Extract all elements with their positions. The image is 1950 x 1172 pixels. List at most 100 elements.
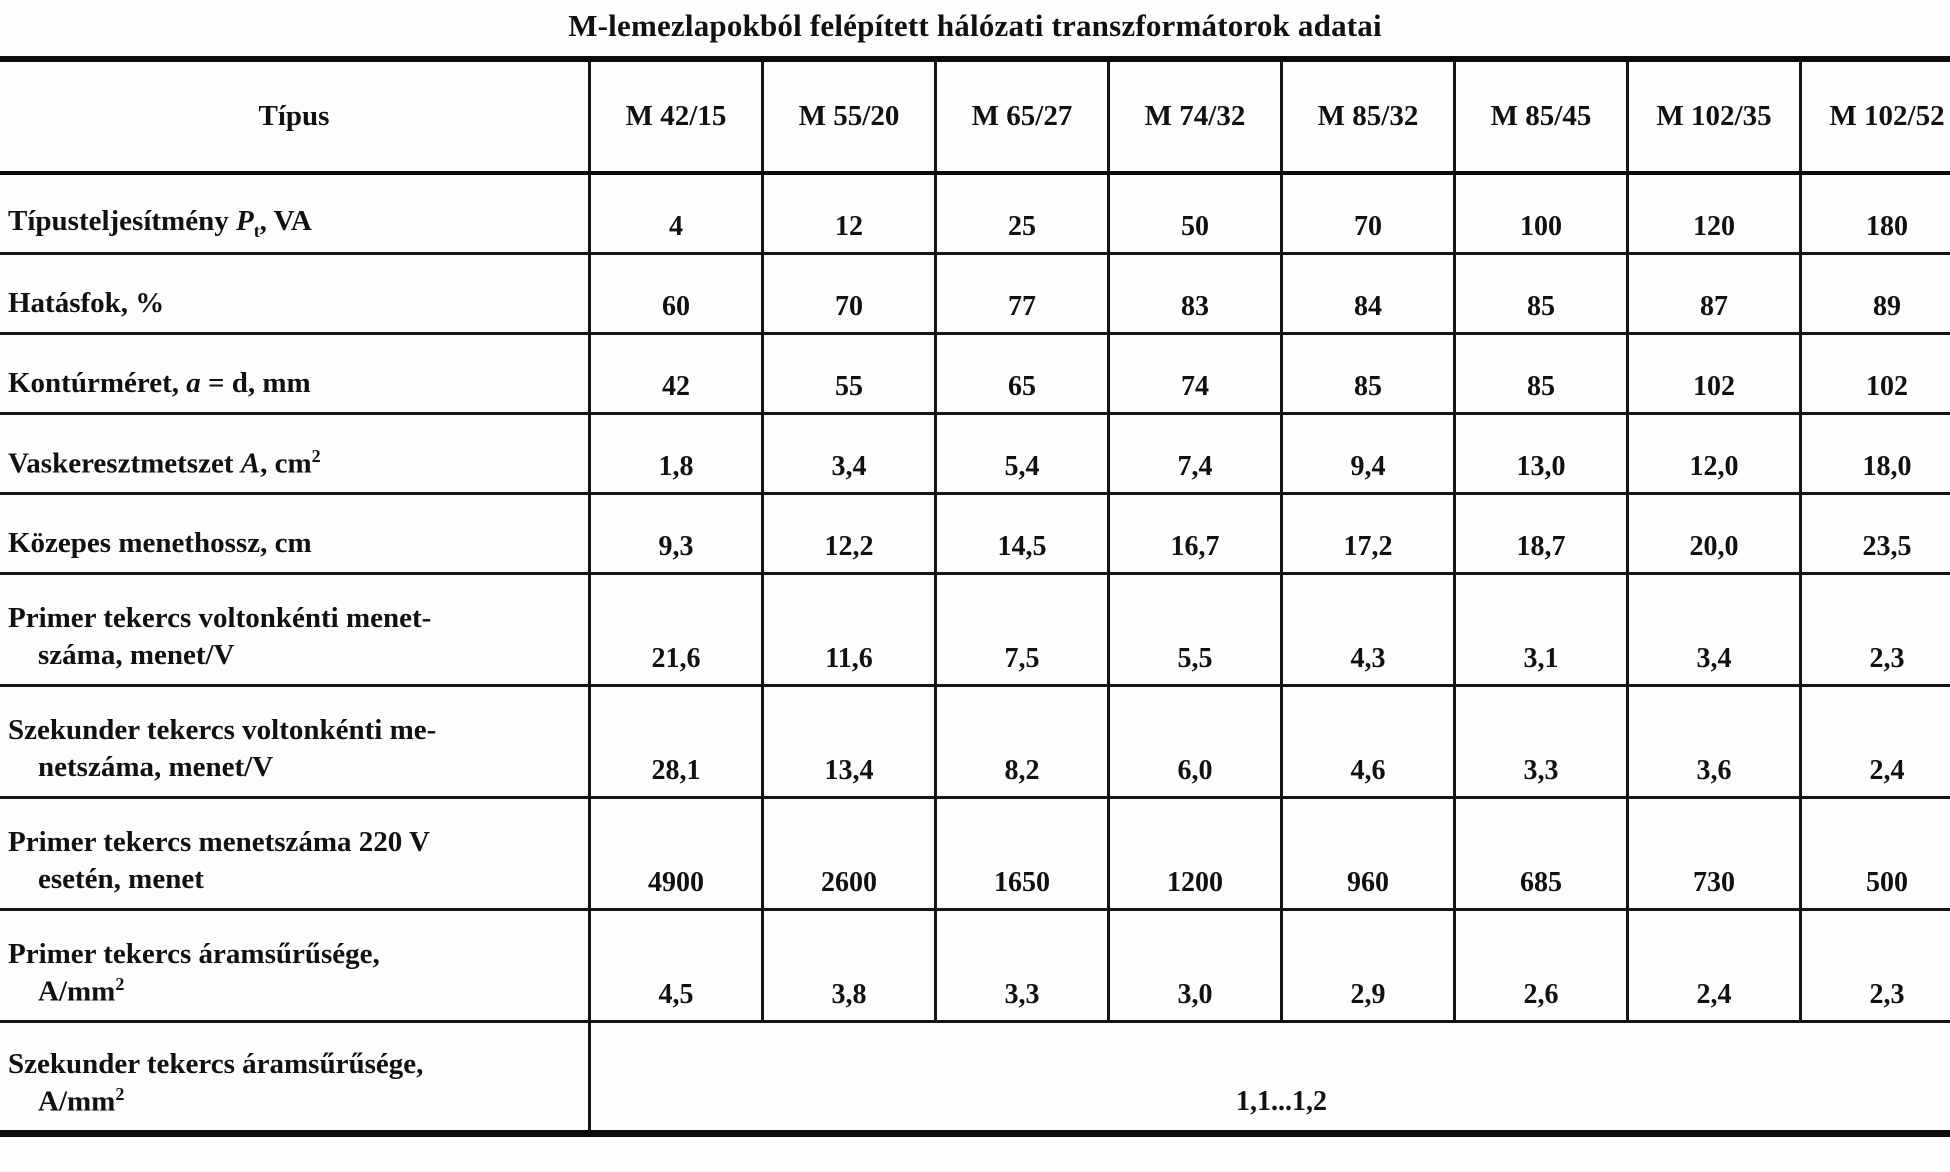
table-row: Kontúrméret, a = d, mm 42 55 65 74 85 85 102 102 <box>0 333 1950 413</box>
row-label-segment: A/mm <box>38 975 116 1008</box>
row-label-segment: P <box>235 204 254 237</box>
value-cell: 13,4 <box>761 685 936 797</box>
row-label: Primer tekercs áramsűrűsége, A/mm2 <box>0 909 590 1021</box>
value-cell: 13,0 <box>1453 413 1628 493</box>
value-cell: 4,6 <box>1280 685 1455 797</box>
row-label-segment: Szekunder tekercs áramsűrűsége, <box>8 1047 424 1080</box>
table-row: Primer tekercs voltonkénti menet-száma, … <box>0 573 1950 685</box>
value-cell: 2,4 <box>1626 909 1801 1021</box>
table-row: Szekunder tekercs áramsűrűsége, A/mm2 1,1.… <box>0 1021 1950 1133</box>
value-cell: 7,4 <box>1107 413 1282 493</box>
value-cell: 60 <box>588 253 763 333</box>
value-cell: 42 <box>588 333 763 413</box>
value-cell: 50 <box>1107 173 1282 253</box>
value-cell: 1200 <box>1107 797 1282 909</box>
column-header: M 102/35 <box>1626 59 1801 173</box>
row-label-segment: Típusteljesítmény <box>8 204 236 237</box>
value-cell: 4900 <box>588 797 763 909</box>
row-label-segment: Közepes menethossz, cm <box>8 527 312 560</box>
row-label-segment: Szekunder tekercs voltonkénti me- <box>8 714 437 747</box>
row-label-segment: Vaskeresztmetszet <box>8 447 241 480</box>
value-cell: 100 <box>1453 173 1628 253</box>
row-label-segment: száma, menet/V <box>38 639 235 672</box>
value-cell: 1,8 <box>588 413 763 493</box>
value-cell: 3,3 <box>1453 685 1628 797</box>
value-cell: 6,0 <box>1107 685 1282 797</box>
table-row: Vaskeresztmetszet A, cm2 1,8 3,4 5,4 7,4 9,4 1… <box>0 413 1950 493</box>
value-cell: 1650 <box>934 797 1109 909</box>
value-cell: 2,4 <box>1799 685 1950 797</box>
column-header: M 55/20 <box>761 59 936 173</box>
table-row: Típusteljesítmény Pt, VA 4 12 25 50 70 100 120 1… <box>0 173 1950 253</box>
row-label-segment: t <box>253 220 260 241</box>
row-label: Típusteljesítmény Pt, VA <box>0 173 590 253</box>
value-cell: 89 <box>1799 253 1950 333</box>
corner-header: Típus <box>258 100 330 132</box>
value-cell: 12,2 <box>761 493 936 573</box>
row-label: Primer tekercs voltonkénti menet-száma, … <box>0 573 590 685</box>
value-cell: 23,5 <box>1799 493 1950 573</box>
value-cell: 84 <box>1280 253 1455 333</box>
value-cell: 85 <box>1453 253 1628 333</box>
value-cell: 87 <box>1626 253 1801 333</box>
value-cell: 55 <box>761 333 936 413</box>
value-cell: 85 <box>1280 333 1455 413</box>
row-label-segment: , cm <box>260 447 312 480</box>
row-label: Kontúrméret, a = d, mm <box>0 333 590 413</box>
value-cell: 102 <box>1626 333 1801 413</box>
row-label-segment: 2 <box>311 445 321 466</box>
row-label-segment: Primer tekercs áramsűrűsége, <box>8 937 380 970</box>
value-cell: 12,0 <box>1626 413 1801 493</box>
table-row: Szekunder tekercs voltonkénti me-netszám… <box>0 685 1950 797</box>
data-table: Típus M 42/15 M 55/20 M 65/27 M 74/32 M 85/3… <box>0 56 1950 1137</box>
table-row: Primer tekercs áramsűrűsége, A/mm2 4,5 3,8 3… <box>0 909 1950 1021</box>
table-body: Típusteljesítmény Pt, VA 4 12 25 50 70 100 120 1… <box>0 173 1950 1133</box>
value-cell: 7,5 <box>934 573 1109 685</box>
row-label: Hatásfok, % <box>0 253 590 333</box>
value-cell: 730 <box>1626 797 1801 909</box>
row-label: Szekunder tekercs voltonkénti me-netszám… <box>0 685 590 797</box>
value-cell: 2,3 <box>1799 909 1950 1021</box>
row-label-segment: esetén, menet <box>38 863 204 896</box>
header-row: Típus M 42/15 M 55/20 M 65/27 M 74/32 M 85/3… <box>0 59 1950 173</box>
value-cell: 25 <box>934 173 1109 253</box>
value-cell: 17,2 <box>1280 493 1455 573</box>
value-cell: 18,0 <box>1799 413 1950 493</box>
value-cell: 3,6 <box>1626 685 1801 797</box>
value-cell: 20,0 <box>1626 493 1801 573</box>
value-cell: 9,3 <box>588 493 763 573</box>
value-cell: 2600 <box>761 797 936 909</box>
value-cell: 65 <box>934 333 1109 413</box>
value-cell: 12 <box>761 173 936 253</box>
column-header: M 102/52 <box>1799 59 1950 173</box>
value-cell: 685 <box>1453 797 1628 909</box>
value-cell: 120 <box>1626 173 1801 253</box>
value-cell: 77 <box>934 253 1109 333</box>
row-label-segment: netszáma, menet/V <box>38 751 274 784</box>
table-row: Hatásfok, % 60 70 77 83 84 85 87 89 <box>0 253 1950 333</box>
column-header: M 85/32 <box>1280 59 1455 173</box>
row-label: Szekunder tekercs áramsűrűsége, A/mm2 <box>0 1021 590 1133</box>
table-row: Közepes menethossz, cm 9,3 12,2 14,5 16,7 17,… <box>0 493 1950 573</box>
table-title: M-lemezlapokból felépített hálózati tran… <box>568 8 1382 43</box>
value-cell: 11,6 <box>761 573 936 685</box>
value-cell: 5,5 <box>1107 573 1282 685</box>
row-label-segment: a <box>186 367 201 400</box>
value-cell: 2,9 <box>1280 909 1455 1021</box>
row-label-segment: Hatásfok, % <box>8 287 165 320</box>
column-header: M 65/27 <box>934 59 1109 173</box>
column-header: M 74/32 <box>1107 59 1282 173</box>
value-cell: 3,4 <box>761 413 936 493</box>
row-label: Primer tekercs menetszáma 220 V esetén, m… <box>0 797 590 909</box>
row-label: Közepes menethossz, cm <box>0 493 590 573</box>
span-value-cell: 1,1...1,2 <box>588 1021 1950 1133</box>
value-cell: 14,5 <box>934 493 1109 573</box>
row-label-segment: , VA <box>259 204 312 237</box>
value-cell: 21,6 <box>588 573 763 685</box>
column-header: M 42/15 <box>588 59 763 173</box>
row-label-segment: Primer tekercs voltonkénti menet- <box>8 602 432 635</box>
column-header: M 85/45 <box>1453 59 1628 173</box>
table-row: Primer tekercs menetszáma 220 V esetén, m… <box>0 797 1950 909</box>
value-cell: 5,4 <box>934 413 1109 493</box>
